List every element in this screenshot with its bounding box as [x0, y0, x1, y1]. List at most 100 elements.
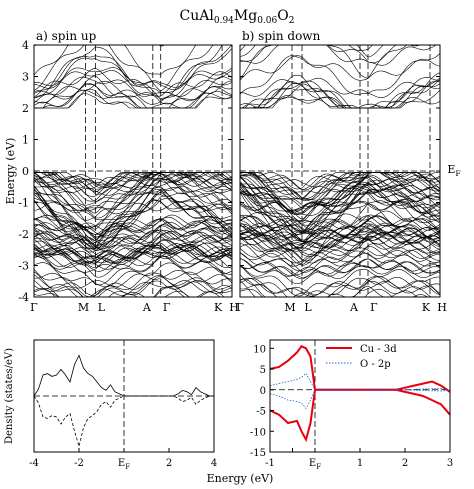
band-line [33, 271, 233, 298]
figure-title: CuAl0.94Mg0.06O2 [180, 8, 295, 26]
xtick-label: -4 [29, 458, 39, 469]
band-line [239, 224, 441, 245]
ytick-label: 10 [253, 344, 266, 355]
dos-series-line [269, 372, 451, 391]
band-line [33, 199, 233, 245]
band-line [239, 259, 441, 277]
kpoint-label: L [98, 301, 106, 314]
band-line [239, 274, 441, 298]
band-line [33, 174, 233, 219]
band-line [34, 83, 233, 109]
ytick-label: -15 [250, 448, 266, 459]
xtick-label: EF [309, 458, 321, 471]
band-line [240, 243, 441, 273]
band-line [239, 178, 441, 211]
xtick-label: 2 [166, 458, 172, 469]
band-line [239, 172, 441, 195]
band-line [239, 258, 441, 278]
kpoint-label: Γ [30, 301, 38, 314]
band-line [239, 264, 441, 297]
ytick-label: 2 [22, 102, 29, 115]
band-line [33, 189, 233, 250]
kpoint-label: Γ [163, 301, 171, 314]
band-line [34, 172, 233, 186]
band-line [239, 247, 440, 264]
band-line [239, 200, 441, 244]
band-line [239, 210, 441, 228]
band-line [33, 285, 232, 298]
band-line [239, 172, 441, 201]
band-line [240, 74, 441, 109]
band-line [240, 81, 441, 109]
band-line [33, 184, 233, 221]
band-line [33, 176, 233, 230]
kpoint-label: H [437, 301, 447, 314]
ytick-label: -3 [18, 260, 29, 273]
band-line [33, 269, 233, 298]
band-line [34, 75, 233, 109]
band-line [239, 276, 441, 295]
xtick-label: -1 [265, 458, 275, 469]
band-line [34, 70, 233, 90]
ytick-label: 0 [260, 386, 266, 397]
band-line [239, 214, 441, 234]
ytick-label: 3 [22, 71, 29, 84]
band-line [33, 181, 233, 211]
fermi-level-label: EF [447, 163, 461, 178]
band-line [239, 185, 441, 235]
band-line [239, 225, 441, 252]
band-line [240, 172, 441, 190]
band-line [33, 262, 233, 288]
band-line [34, 89, 232, 109]
band-line [239, 261, 441, 277]
dos-series-line [33, 395, 214, 448]
band-line [33, 197, 233, 246]
band-line [33, 223, 233, 248]
band-line [239, 200, 441, 215]
xtick-label: -2 [74, 458, 84, 469]
band-line [33, 172, 233, 197]
y-axis-label: Density (states/eV) [4, 348, 15, 444]
band-line [240, 179, 441, 216]
band-line [34, 201, 233, 215]
band-line [33, 44, 233, 94]
dos-series-line [269, 389, 451, 410]
ytick-label: 1 [22, 134, 29, 147]
band-line [33, 188, 233, 248]
ytick-label: -1 [18, 197, 29, 210]
band-line [239, 189, 441, 234]
ytick-label: 4 [22, 39, 29, 52]
band-line [239, 280, 441, 298]
xtick-label: 4 [211, 458, 217, 469]
ytick-label: -2 [18, 228, 29, 241]
band-line [239, 214, 441, 231]
band-line [33, 76, 233, 97]
kpoint-label: K [422, 301, 431, 314]
ytick-label: -4 [18, 291, 29, 304]
shared-xlabel: Energy (eV) [207, 472, 274, 485]
dos-projected-panel: -1 EF 1 2 3 -15 -10 -5 0 5 10 Cu - 3d O - 2p [250, 339, 453, 471]
band-line [239, 44, 440, 80]
band-line [33, 250, 233, 273]
band-line [239, 182, 441, 243]
band-line [240, 89, 441, 109]
band-line [33, 174, 233, 196]
dos-total-panel: -4 -2 EF 2 4 Density (states/eV) [4, 339, 217, 471]
band-line [33, 172, 233, 189]
band-line [33, 80, 232, 105]
band-line [33, 230, 233, 248]
ytick-label: -10 [250, 427, 266, 438]
band-line [239, 224, 441, 240]
xtick-label: 2 [402, 458, 408, 469]
band-line [33, 240, 233, 257]
band-line [33, 245, 233, 265]
band-line [239, 250, 441, 267]
kpoint-label: L [304, 301, 312, 314]
band-line [239, 191, 441, 233]
band-line [33, 218, 233, 235]
band-line [239, 44, 440, 52]
band-line [33, 279, 233, 298]
xtick-label: 3 [447, 458, 453, 469]
